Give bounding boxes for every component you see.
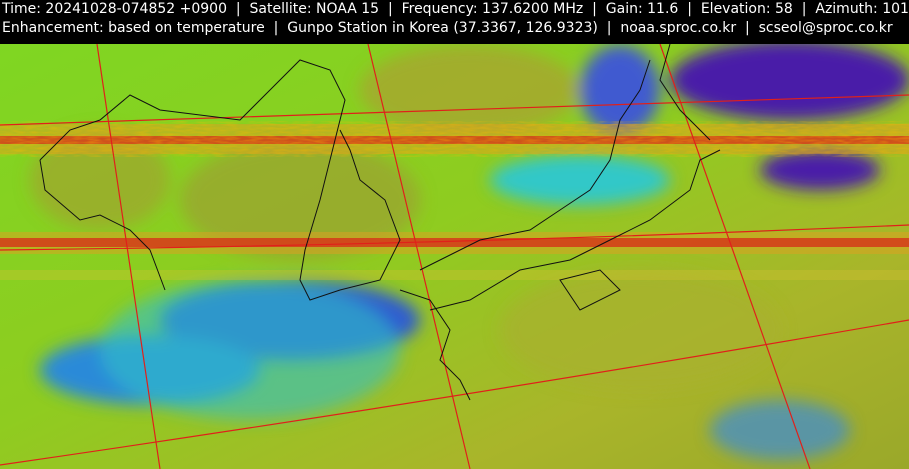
satellite-image [0, 44, 909, 469]
coastlines [39, 44, 721, 401]
graticule [0, 44, 909, 469]
info-header: Time: 20241028-074852 +0900 | Satellite:… [0, 0, 909, 44]
cloud-areas [30, 44, 909, 460]
noise-bands [0, 124, 909, 280]
info-line: Time: 20241028-074852 +0900 | Satellite:… [2, 1, 909, 17]
info-line: Enhancement: based on temperature | Gunp… [2, 20, 893, 36]
